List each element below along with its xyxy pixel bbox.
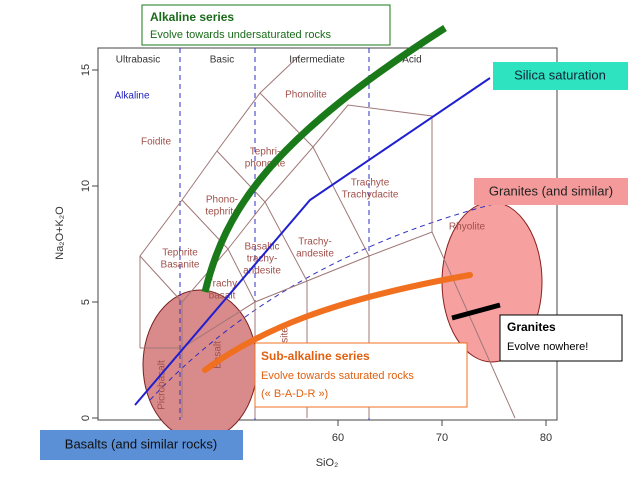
callout-box bbox=[499, 314, 623, 362]
x-tick-label: 60 bbox=[332, 432, 344, 444]
silica-line bbox=[134, 77, 491, 406]
rock-label: andesite bbox=[243, 266, 281, 277]
rock-label: Trachydacite bbox=[342, 190, 399, 201]
y-tick-label: 5 bbox=[80, 299, 92, 305]
rock-label: Basaltic bbox=[244, 242, 279, 253]
rock-label: andesite bbox=[296, 249, 334, 260]
rock-label: Picrobasalt bbox=[157, 360, 168, 410]
rock-label: tephrite bbox=[205, 207, 239, 218]
rock-label: phonolite bbox=[245, 159, 286, 170]
field-header: Acid bbox=[402, 55, 421, 66]
rock-label: Tephri- bbox=[250, 147, 281, 158]
callout-box bbox=[254, 342, 468, 408]
y-axis-label: Na₂O+K₂O bbox=[54, 206, 66, 260]
rock-label: Foidite bbox=[141, 137, 171, 148]
trends bbox=[134, 25, 501, 406]
callout-text: Evolve towards saturated rocks bbox=[261, 370, 414, 382]
field-header: Basic bbox=[210, 55, 234, 66]
subalkaline-trend bbox=[202, 272, 473, 373]
x-tick-label: 80 bbox=[540, 432, 552, 444]
callout-text: Basalts (and similar rocks) bbox=[65, 436, 217, 451]
plot-frame bbox=[97, 47, 558, 421]
rock-label: Trachy bbox=[207, 279, 237, 290]
y-tick-label: 15 bbox=[80, 64, 92, 76]
callout-title: Granites bbox=[507, 320, 556, 334]
field-header: Intermediate bbox=[289, 55, 345, 66]
rock-label: Phono- bbox=[206, 195, 238, 206]
rock-label: Phonolite bbox=[285, 90, 327, 101]
rock-label: Trachy- bbox=[298, 237, 332, 248]
callout-text: Silica saturation bbox=[514, 67, 606, 82]
y-tick-label: 0 bbox=[80, 415, 92, 421]
rock-label: Basanite bbox=[161, 260, 200, 271]
callout-box bbox=[40, 430, 243, 460]
callout-box bbox=[141, 4, 391, 46]
granite-trend bbox=[451, 302, 501, 321]
y-tick-label: 10 bbox=[80, 180, 92, 192]
rock-label: trachy- bbox=[247, 254, 278, 265]
x-tick-label: 70 bbox=[436, 432, 448, 444]
rock-label: Basalt bbox=[213, 341, 224, 369]
axes: Na₂O+K₂O SiO₂ 60 70 80 0 5 10 15 bbox=[54, 47, 558, 469]
callout-title: Alkaline series bbox=[150, 10, 234, 24]
rock-label: basalt bbox=[209, 291, 236, 302]
field-header: Ultrabasic bbox=[116, 55, 160, 66]
boundary bbox=[139, 92, 433, 348]
alkaline-label: Alkaline bbox=[114, 91, 149, 102]
callout-text: Evolve towards undersaturated rocks bbox=[150, 29, 331, 41]
callouts: Alkaline series Evolve towards undersatu… bbox=[40, 4, 628, 460]
callout-box bbox=[474, 178, 628, 205]
callout-text: Granites (and similar) bbox=[489, 183, 613, 198]
alkaline-trend bbox=[201, 25, 447, 293]
callout-title: Sub-alkaline series bbox=[261, 349, 370, 363]
rock-label: Rhyolite bbox=[449, 222, 486, 233]
callout-box bbox=[493, 62, 628, 90]
callout-text: Evolve nowhere! bbox=[507, 341, 588, 353]
rock-label: Tephrite bbox=[162, 248, 198, 259]
rock-label: Trachyte bbox=[351, 178, 390, 189]
boundary bbox=[140, 231, 516, 419]
callout-text: (« B-A-D-R ») bbox=[261, 388, 328, 400]
x-axis-label: SiO₂ bbox=[316, 457, 339, 469]
boundary bbox=[139, 54, 301, 348]
